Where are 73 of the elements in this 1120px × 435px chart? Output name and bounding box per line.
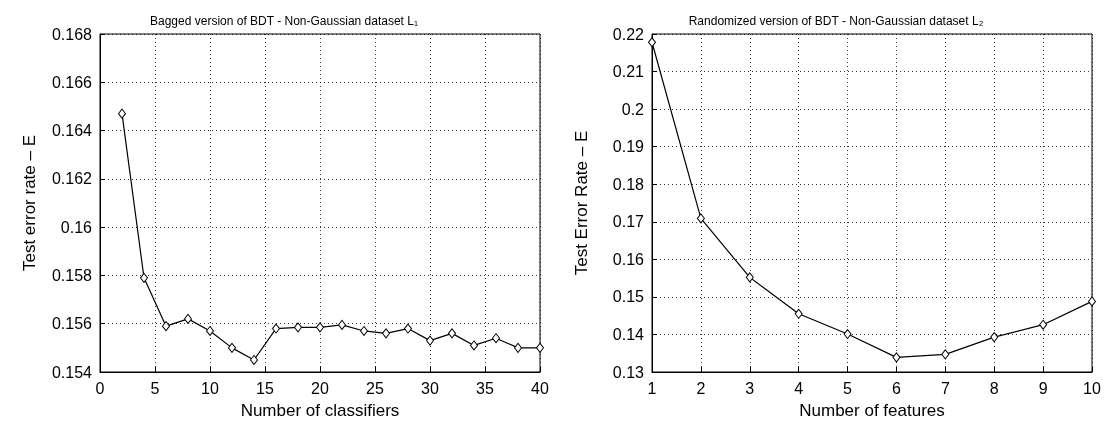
point — [426, 335, 434, 346]
point — [448, 328, 456, 339]
y-tick-label: 0.168 — [51, 25, 93, 43]
x-tick-label: 0 — [95, 379, 105, 397]
x-tick-label: 2 — [696, 379, 706, 397]
point — [941, 349, 950, 360]
x-tick-label: 25 — [366, 379, 384, 397]
y-tick-label: 0.22 — [612, 25, 645, 43]
point — [536, 342, 544, 353]
point — [382, 328, 390, 339]
y-tick-label: 0.18 — [612, 175, 645, 193]
chart-title: Randomized version of BDT - Non-Gaussian dataset L₂ — [688, 14, 984, 28]
point — [294, 322, 302, 333]
point — [470, 340, 478, 351]
x-tick-label: 7 — [940, 379, 950, 397]
x-tick-label: 15 — [256, 379, 274, 397]
point — [316, 322, 324, 333]
y-tick-label: 0.162 — [51, 170, 93, 188]
x-tick-label: 5 — [150, 379, 160, 397]
point — [404, 323, 412, 334]
point — [745, 272, 754, 283]
x-tick-label: 6 — [891, 379, 901, 397]
point — [1039, 319, 1048, 330]
y-tick-label: 0.19 — [612, 138, 645, 156]
point — [162, 321, 170, 332]
point — [206, 325, 214, 336]
x-tick-label: 10 — [1083, 379, 1101, 397]
y-axis-title: Test error rate – E — [20, 134, 39, 272]
y-tick-label: 0.14 — [612, 325, 645, 343]
x-axis-title: Number of classifiers — [240, 401, 400, 420]
point — [648, 37, 656, 48]
point — [514, 342, 522, 353]
point — [250, 354, 258, 365]
x-tick-label: 1 — [647, 379, 657, 397]
point — [492, 333, 500, 344]
point — [118, 108, 126, 119]
y-tick-label: 0.156 — [51, 315, 93, 333]
chart-title: Bagged version of BDT - Non-Gaussian dataset L₁ — [150, 14, 418, 28]
point — [184, 313, 192, 324]
y-axis-title: Test Error Rate – E — [572, 130, 591, 276]
y-tick-label: 0.17 — [612, 213, 645, 231]
point — [338, 319, 346, 330]
y-tick-label: 0.16 — [612, 250, 645, 268]
x-tick-label: 30 — [421, 379, 439, 397]
x-tick-label: 4 — [794, 379, 804, 397]
y-tick-label: 0.2 — [621, 100, 645, 118]
y-tick-label: 0.154 — [51, 363, 93, 381]
y-tick-label: 0.166 — [51, 73, 93, 91]
y-tick-label: 0.15 — [612, 288, 645, 306]
x-tick-label: 8 — [989, 379, 999, 397]
y-tick-label: 0.158 — [51, 266, 93, 284]
x-tick-label: 35 — [476, 379, 494, 397]
x-tick-label: 40 — [531, 379, 549, 397]
point — [272, 323, 280, 334]
y-tick-label: 0.13 — [612, 363, 645, 381]
point — [140, 272, 148, 283]
x-axis-title: Number of features — [799, 401, 945, 420]
x-tick-label: 3 — [745, 379, 755, 397]
y-tick-label: 0.21 — [612, 63, 645, 81]
point — [892, 352, 901, 363]
point — [360, 325, 368, 336]
point — [843, 329, 852, 340]
y-tick-label: 0.16 — [60, 218, 93, 236]
point — [228, 342, 236, 353]
x-tick-label: 5 — [843, 379, 853, 397]
point — [1088, 296, 1096, 307]
point — [794, 308, 803, 319]
y-tick-label: 0.164 — [51, 122, 93, 140]
point — [696, 213, 705, 224]
point — [990, 332, 999, 343]
x-tick-label: 9 — [1038, 379, 1048, 397]
x-tick-label: 20 — [311, 379, 329, 397]
x-tick-label: 10 — [201, 379, 219, 397]
